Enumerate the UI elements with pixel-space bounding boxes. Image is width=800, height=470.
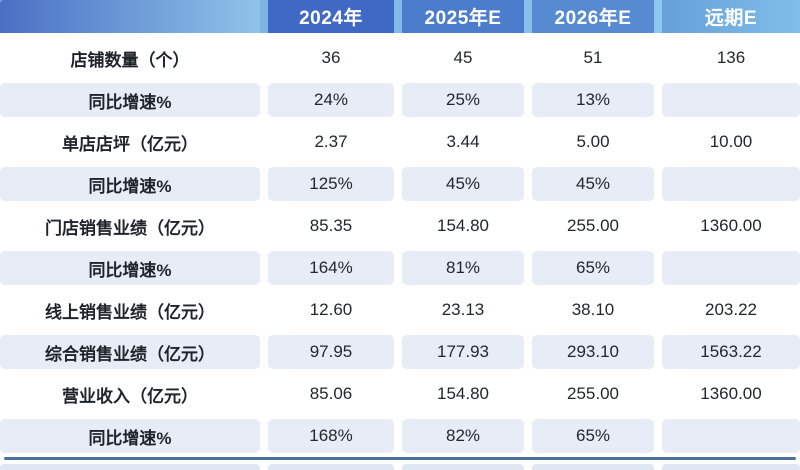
header-row: 2024年 2025年E 2026年E 远期E: [0, 0, 800, 33]
cell-value: 45%: [402, 167, 524, 201]
cell-value: 82%: [402, 419, 524, 453]
cell-value: 2.37: [314, 132, 348, 151]
cell-value: 154.80: [437, 216, 489, 235]
cell-value: 177.93: [402, 335, 524, 369]
cell-value: 10.00: [709, 132, 753, 151]
next-row-peek-cell: [402, 464, 524, 470]
next-row-peek-cell: [0, 464, 260, 470]
cell-value: 168%: [268, 419, 394, 453]
cell-value: 136: [716, 48, 746, 67]
table-row: 同比增速% 24% 25% 13%: [0, 79, 800, 121]
cell-value: [662, 83, 800, 117]
cell-value: 38.10: [571, 300, 615, 319]
cell-value: 154.80: [437, 384, 489, 403]
cell-value: 81%: [402, 251, 524, 285]
cell-value: 1563.22: [662, 335, 800, 369]
row-label: 同比增速%: [0, 419, 260, 453]
table-row: 同比增速% 164% 81% 65%: [0, 247, 800, 289]
cell-value: 203.22: [705, 300, 757, 319]
next-row-peek: [0, 464, 800, 470]
cell-value: 293.10: [532, 335, 654, 369]
table-row: 门店销售业绩（亿元） 85.35 154.80 255.00 1360.00: [0, 205, 800, 247]
row-label: 同比增速%: [0, 251, 260, 285]
cell-value: 51: [583, 48, 603, 67]
cell-value: 5.00: [576, 132, 610, 151]
cell-value: 85.35: [309, 216, 353, 235]
cell-value: 36: [321, 48, 341, 67]
cell-value: 125%: [268, 167, 394, 201]
cell-value: 97.95: [268, 335, 394, 369]
table-row: 线上销售业绩（亿元） 12.60 23.13 38.10 203.22: [0, 289, 800, 331]
table-row: 营业收入（亿元） 85.06 154.80 255.00 1360.00: [0, 373, 800, 415]
cell-value: 12.60: [309, 300, 353, 319]
cell-value: 45: [453, 48, 473, 67]
row-label: 店铺数量（个）: [70, 50, 190, 70]
table-bottom-border: [4, 457, 796, 460]
cell-value: 85.06: [309, 384, 353, 403]
cell-value: 1360.00: [700, 384, 762, 403]
row-label: 单店店坪（亿元）: [62, 134, 198, 154]
column-header: 远期E: [662, 0, 800, 33]
table-body: 店铺数量（个） 36 45 51 136 同比增速% 24% 25% 13% 单店店坪（亿元） 2.…: [0, 37, 800, 457]
table-row: 综合销售业绩（亿元） 97.95 177.93 293.10 1563.22: [0, 331, 800, 373]
row-label: 门店销售业绩（亿元）: [45, 218, 215, 238]
next-row-peek-cell: [268, 464, 394, 470]
column-header-blank: [0, 0, 260, 33]
cell-value: 65%: [532, 419, 654, 453]
table-row: 店铺数量（个） 36 45 51 136: [0, 37, 800, 79]
cell-value: [662, 251, 800, 285]
row-label: 营业收入（亿元）: [62, 386, 198, 406]
column-header: 2025年E: [402, 0, 524, 33]
cell-value: 45%: [532, 167, 654, 201]
cell-value: 23.13: [441, 300, 485, 319]
cell-value: 3.44: [446, 132, 480, 151]
column-header: 2026年E: [532, 0, 654, 33]
cell-value: 24%: [268, 83, 394, 117]
cell-value: 65%: [532, 251, 654, 285]
next-row-peek-cell: [532, 464, 654, 470]
cell-value: 255.00: [567, 216, 619, 235]
row-label: 综合销售业绩（亿元）: [0, 335, 260, 369]
cell-value: 164%: [268, 251, 394, 285]
table-row: 单店店坪（亿元） 2.37 3.44 5.00 10.00: [0, 121, 800, 163]
cell-value: [662, 419, 800, 453]
cell-value: 255.00: [567, 384, 619, 403]
column-header: 2024年: [268, 0, 394, 33]
row-label: 同比增速%: [0, 167, 260, 201]
cell-value: 25%: [402, 83, 524, 117]
cell-value: [662, 167, 800, 201]
cell-value: 13%: [532, 83, 654, 117]
row-label: 线上销售业绩（亿元）: [45, 302, 215, 322]
cell-value: 1360.00: [700, 216, 762, 235]
table-row: 同比增速% 125% 45% 45%: [0, 163, 800, 205]
row-label: 同比增速%: [0, 83, 260, 117]
table-row: 同比增速% 168% 82% 65%: [0, 415, 800, 457]
next-row-peek-cell: [662, 464, 800, 470]
